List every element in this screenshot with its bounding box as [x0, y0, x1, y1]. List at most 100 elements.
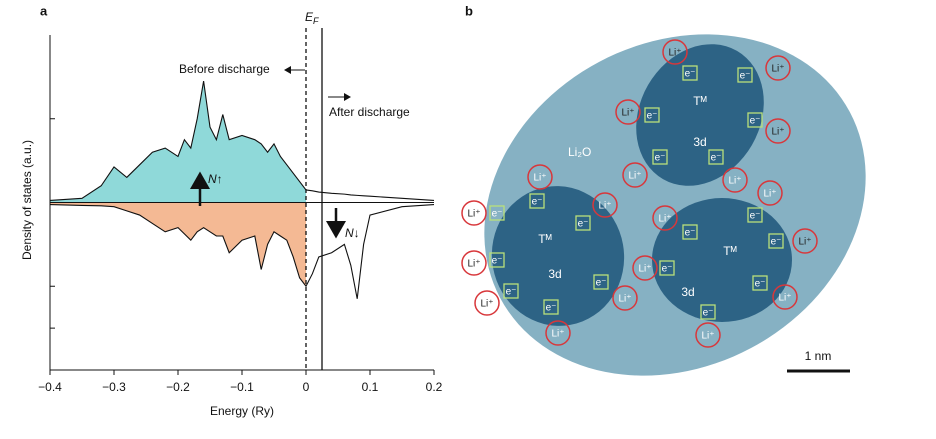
li-ion	[461, 200, 487, 226]
x-tick-label: 0.1	[362, 380, 379, 394]
orbital-label: 3d	[548, 267, 561, 281]
li-label: Li⁺	[551, 329, 564, 340]
li-label: Li⁺	[771, 64, 784, 75]
li-label: Li⁺	[533, 173, 546, 184]
x-tick-label: 0	[303, 380, 310, 394]
li-ion	[592, 192, 618, 218]
x-axis-label: Energy (Ry)	[210, 404, 274, 418]
area-fill	[50, 81, 306, 203]
legend-label: N↓	[345, 226, 360, 240]
li-label: Li⁺	[728, 176, 741, 187]
li-ion	[622, 162, 648, 188]
cluster-label: Tᴹ	[693, 94, 706, 108]
li-label: Li⁺	[621, 108, 634, 119]
series-line	[49, 204, 435, 299]
orbital-label: 3d	[693, 135, 706, 149]
electron-label: e⁻	[703, 308, 714, 319]
electron	[659, 260, 675, 276]
cluster	[491, 186, 625, 326]
li-ion	[757, 180, 783, 206]
li-label: Li⁺	[628, 171, 641, 182]
li-ion	[632, 255, 658, 281]
electron	[700, 304, 716, 320]
electron-label: e⁻	[506, 287, 517, 298]
y-axis-label: Density of states (a.u.)	[20, 140, 34, 260]
electron-label: e⁻	[750, 116, 761, 127]
electron	[752, 275, 768, 291]
li-label: Li⁺	[638, 264, 651, 275]
electron	[503, 283, 519, 299]
cluster	[636, 44, 764, 186]
li-ion	[792, 228, 818, 254]
electron-label: e⁻	[662, 264, 673, 275]
electron-label: e⁻	[685, 69, 696, 80]
scale-label: 1 nm	[805, 349, 832, 363]
li-ion	[772, 284, 798, 310]
x-tick-label: −0.2	[166, 380, 190, 394]
li-ion	[652, 205, 678, 231]
li-ion	[545, 320, 571, 346]
li-label: Li⁺	[798, 237, 811, 248]
ef-label: EF	[305, 10, 319, 26]
annotation: After discharge	[329, 105, 410, 119]
electron	[543, 299, 559, 315]
electron	[575, 215, 591, 231]
li-label: Li⁺	[701, 331, 714, 342]
electron-label: e⁻	[750, 211, 761, 222]
li-ion	[612, 285, 638, 311]
electron	[682, 224, 698, 240]
x-tick-label: −0.1	[230, 380, 254, 394]
li-ion	[765, 118, 791, 144]
li-ion	[722, 167, 748, 193]
li-label: Li⁺	[771, 127, 784, 138]
li-label: Li⁺	[618, 294, 631, 305]
cluster	[652, 198, 792, 322]
legend-label: N↑	[208, 172, 223, 186]
matrix-label: Li₂O	[568, 145, 591, 159]
panel-label: a	[40, 3, 48, 18]
li-label: Li⁺	[467, 209, 480, 220]
li-label: Li⁺	[668, 48, 681, 59]
orbital-label: 3d	[681, 285, 694, 299]
li-label: Li⁺	[467, 259, 480, 270]
electron	[708, 149, 724, 165]
electron-label: e⁻	[755, 279, 766, 290]
electron-label: e⁻	[685, 228, 696, 239]
panel-label: b	[465, 3, 473, 18]
electron-label: e⁻	[711, 153, 722, 164]
electron	[747, 207, 763, 223]
electron	[489, 205, 505, 221]
li-label: Li⁺	[598, 201, 611, 212]
x-tick-label: −0.3	[102, 380, 126, 394]
li-label: Li⁺	[658, 214, 671, 225]
electron-label: e⁻	[740, 71, 751, 82]
electron-label: e⁻	[492, 256, 503, 267]
cluster-label: Tᴹ	[538, 232, 551, 246]
electron-label: e⁻	[655, 153, 666, 164]
electron-label: e⁻	[596, 278, 607, 289]
li-ion	[461, 250, 487, 276]
annotation: Before discharge	[179, 62, 270, 76]
electron	[768, 233, 784, 249]
x-tick-label: −0.4	[38, 380, 62, 394]
li-ion	[695, 322, 721, 348]
electron	[682, 65, 698, 81]
x-tick-label: 0.2	[426, 380, 443, 394]
electron	[652, 149, 668, 165]
electron	[644, 107, 660, 123]
series-line	[49, 80, 435, 201]
electron-label: e⁻	[771, 237, 782, 248]
electron-label: e⁻	[647, 111, 658, 122]
li-ion	[662, 39, 688, 65]
li-ion	[474, 290, 500, 316]
area-fill	[50, 202, 306, 287]
electron-label: e⁻	[492, 209, 503, 220]
electron	[489, 252, 505, 268]
electron	[529, 193, 545, 209]
electron	[737, 67, 753, 83]
electron-label: e⁻	[546, 303, 557, 314]
electron	[593, 274, 609, 290]
li-ion	[527, 164, 553, 190]
li-label: Li⁺	[778, 293, 791, 304]
